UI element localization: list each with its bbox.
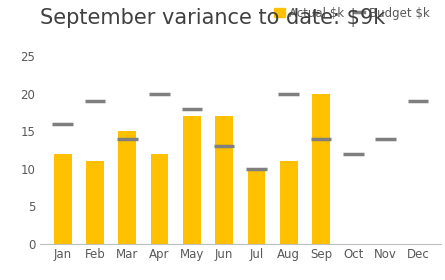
Bar <box>151 153 169 244</box>
Bar <box>247 169 265 244</box>
Bar <box>280 161 298 244</box>
Bar <box>215 116 233 244</box>
Bar <box>54 153 72 244</box>
Bar <box>118 131 136 244</box>
Bar <box>183 116 201 244</box>
Legend: Actual $k, Budget $k: Actual $k, Budget $k <box>269 2 435 24</box>
Text: September variance to date: $9k: September variance to date: $9k <box>40 8 385 28</box>
Bar <box>312 94 330 244</box>
Bar <box>86 161 104 244</box>
